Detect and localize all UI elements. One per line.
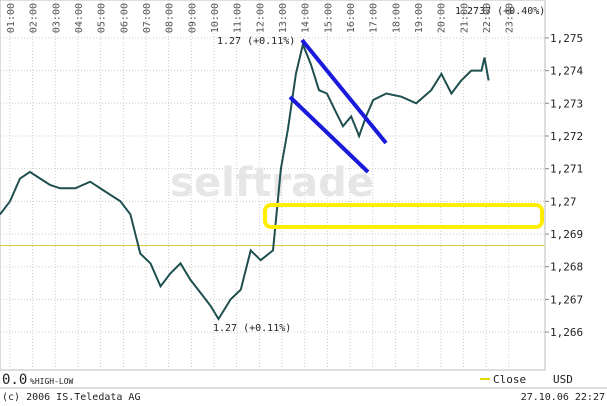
y-tick-label: 1,274 — [550, 65, 583, 78]
y-tick-label: 1,273 — [550, 97, 583, 110]
timestamp: 27.10.06 22:27 — [521, 392, 605, 403]
x-tick-label: 07:00 — [142, 3, 153, 33]
x-tick-label: 23:00 — [505, 3, 516, 33]
x-tick-label: 10:00 — [210, 3, 221, 33]
x-tick-label: 14:00 — [301, 3, 312, 33]
x-tick-label: 08:00 — [165, 3, 176, 33]
plot-area — [0, 0, 546, 371]
y-tick-label: 1,275 — [550, 32, 583, 45]
x-tick-label: 13:00 — [278, 3, 289, 33]
x-tick-label: 21:00 — [459, 3, 470, 33]
watermark: selftrade — [170, 160, 374, 206]
x-tick-label: 17:00 — [369, 3, 380, 33]
price-line — [0, 41, 490, 321]
x-tick-label: 06:00 — [119, 3, 130, 33]
indicator-value: 0.0 — [2, 372, 27, 388]
annotation: 1.27 (+0.11%) — [217, 36, 295, 47]
x-tick-label: 05:00 — [97, 3, 108, 33]
x-tick-label: 20:00 — [437, 3, 448, 33]
x-tick-label: 18:00 — [391, 3, 402, 33]
trend-line — [300, 38, 388, 145]
indicator-name: %HIGH-LOW — [30, 377, 74, 386]
currency: USD — [553, 373, 573, 386]
x-tick-label: 11:00 — [233, 3, 244, 33]
x-tick-label: 09:00 — [187, 3, 198, 33]
x-tick-label: 22:00 — [482, 3, 493, 33]
copyright: (c) 2006 IS.Teledata AG — [2, 392, 140, 403]
trend-line — [288, 95, 370, 174]
y-tick-label: 1,266 — [550, 326, 583, 339]
y-tick-label: 1,272 — [550, 130, 583, 143]
y-tick-label: 1,268 — [550, 261, 583, 274]
x-tick-label: 19:00 — [414, 3, 425, 33]
x-tick-label: 02:00 — [29, 3, 40, 33]
y-tick-label: 1,269 — [550, 228, 583, 241]
annotation: 1.27 (+0.11%) — [213, 323, 291, 334]
y-tick-label: 1,27 — [550, 195, 577, 208]
x-tick-label: 15:00 — [323, 3, 334, 33]
x-tick-label: 04:00 — [74, 3, 85, 33]
annotation: 1.2737 (+0.40%) — [455, 6, 545, 17]
y-tick-label: 1,267 — [550, 293, 583, 306]
y-tick-label: 1,271 — [550, 163, 583, 176]
legend-label: Close — [493, 373, 526, 386]
x-tick-label: 01:00 — [6, 3, 17, 33]
x-tick-label: 12:00 — [255, 3, 266, 33]
x-tick-label: 03:00 — [51, 3, 62, 33]
x-tick-label: 16:00 — [346, 3, 357, 33]
highlight-box — [263, 203, 544, 229]
